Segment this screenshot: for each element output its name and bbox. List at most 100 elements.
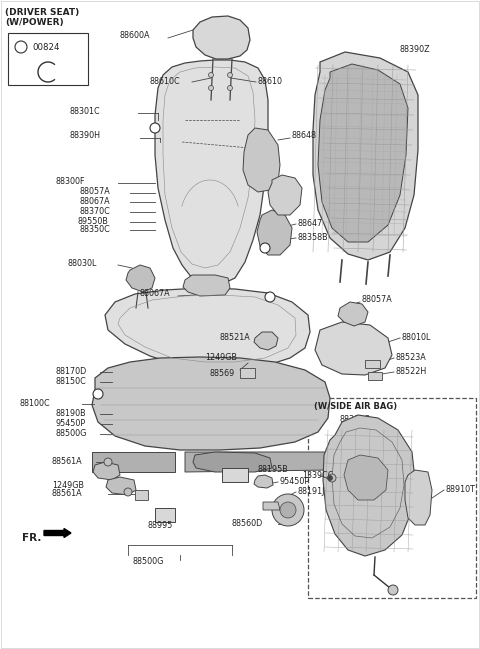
Text: 88190B: 88190B bbox=[55, 408, 85, 417]
Circle shape bbox=[208, 86, 214, 90]
Polygon shape bbox=[193, 16, 250, 59]
FancyArrow shape bbox=[44, 528, 71, 537]
Text: 88195B: 88195B bbox=[258, 465, 289, 474]
Circle shape bbox=[150, 123, 160, 133]
Text: (W/POWER): (W/POWER) bbox=[5, 18, 64, 27]
Circle shape bbox=[327, 476, 333, 480]
Text: a: a bbox=[263, 245, 267, 251]
Text: 88522H: 88522H bbox=[396, 367, 427, 376]
Text: FR.: FR. bbox=[22, 533, 41, 543]
Polygon shape bbox=[323, 415, 415, 556]
Text: 88350C: 88350C bbox=[80, 225, 111, 234]
Text: 88301C: 88301C bbox=[340, 415, 371, 424]
Text: a: a bbox=[18, 42, 24, 51]
Polygon shape bbox=[193, 452, 272, 472]
Text: a: a bbox=[267, 294, 273, 300]
Circle shape bbox=[228, 86, 232, 90]
Text: 88569: 88569 bbox=[210, 369, 235, 378]
Bar bbox=[308, 398, 476, 598]
Polygon shape bbox=[93, 462, 120, 480]
Text: 88561A: 88561A bbox=[52, 489, 83, 498]
Polygon shape bbox=[365, 360, 380, 368]
Bar bbox=[8, 33, 88, 85]
Polygon shape bbox=[183, 275, 230, 296]
Circle shape bbox=[104, 458, 112, 466]
Text: 88010L: 88010L bbox=[402, 332, 432, 341]
Circle shape bbox=[272, 494, 304, 526]
Text: 1249GB: 1249GB bbox=[205, 354, 237, 363]
Text: 88370C: 88370C bbox=[80, 206, 111, 215]
Text: 88170D: 88170D bbox=[55, 367, 86, 376]
Text: 88610: 88610 bbox=[257, 77, 282, 86]
Text: 1249GB: 1249GB bbox=[52, 482, 84, 491]
Circle shape bbox=[208, 73, 214, 77]
Polygon shape bbox=[240, 368, 255, 378]
Polygon shape bbox=[105, 288, 310, 368]
Circle shape bbox=[228, 73, 232, 77]
Polygon shape bbox=[405, 470, 432, 525]
Polygon shape bbox=[263, 502, 280, 510]
Text: a: a bbox=[96, 391, 100, 397]
Text: 88560D: 88560D bbox=[232, 519, 263, 528]
Polygon shape bbox=[155, 508, 175, 522]
Text: 88648: 88648 bbox=[292, 132, 317, 140]
Polygon shape bbox=[344, 455, 388, 500]
Text: 88995: 88995 bbox=[148, 522, 173, 530]
Polygon shape bbox=[254, 332, 278, 350]
Text: 88521A: 88521A bbox=[220, 334, 251, 343]
Text: 88647: 88647 bbox=[298, 219, 323, 228]
Circle shape bbox=[328, 474, 336, 482]
Text: 88057A: 88057A bbox=[362, 295, 393, 304]
Polygon shape bbox=[106, 477, 136, 495]
Text: 95450P: 95450P bbox=[280, 476, 310, 485]
Text: 88600A: 88600A bbox=[120, 32, 151, 40]
Text: 88301C: 88301C bbox=[70, 106, 101, 116]
Text: 88067A: 88067A bbox=[140, 289, 170, 297]
Text: a: a bbox=[153, 125, 157, 131]
Text: 88390Z: 88390Z bbox=[400, 45, 431, 55]
Text: 88300F: 88300F bbox=[55, 177, 84, 186]
Polygon shape bbox=[254, 475, 273, 488]
Text: 88067A: 88067A bbox=[80, 197, 110, 206]
Text: 88500G: 88500G bbox=[132, 557, 164, 567]
Circle shape bbox=[93, 389, 103, 399]
Text: 88150C: 88150C bbox=[55, 376, 86, 386]
Polygon shape bbox=[135, 490, 148, 500]
Polygon shape bbox=[92, 452, 175, 472]
Polygon shape bbox=[318, 64, 408, 242]
Polygon shape bbox=[315, 322, 392, 375]
Polygon shape bbox=[257, 210, 292, 255]
Polygon shape bbox=[185, 452, 330, 472]
Circle shape bbox=[280, 502, 296, 518]
Text: 88561A: 88561A bbox=[52, 458, 83, 467]
Text: 88390H: 88390H bbox=[70, 132, 101, 140]
Polygon shape bbox=[338, 302, 368, 326]
Polygon shape bbox=[268, 175, 302, 215]
Polygon shape bbox=[126, 265, 155, 292]
Text: 88500G: 88500G bbox=[55, 428, 86, 437]
Text: 1339CC: 1339CC bbox=[302, 471, 334, 480]
Circle shape bbox=[15, 41, 27, 53]
Polygon shape bbox=[368, 372, 382, 380]
Text: 88910T: 88910T bbox=[446, 485, 476, 493]
Text: 88358B: 88358B bbox=[298, 232, 329, 241]
Circle shape bbox=[388, 585, 398, 595]
Circle shape bbox=[260, 243, 270, 253]
Text: 88523A: 88523A bbox=[396, 352, 427, 361]
Text: 88030L: 88030L bbox=[68, 260, 97, 269]
Text: 88100C: 88100C bbox=[20, 398, 50, 408]
Polygon shape bbox=[92, 357, 330, 450]
Text: 89550B: 89550B bbox=[78, 217, 109, 225]
Polygon shape bbox=[243, 128, 280, 192]
Text: (DRIVER SEAT): (DRIVER SEAT) bbox=[5, 8, 79, 16]
Circle shape bbox=[124, 488, 132, 496]
Text: 00824: 00824 bbox=[32, 42, 60, 51]
Circle shape bbox=[265, 292, 275, 302]
Polygon shape bbox=[222, 468, 248, 482]
Polygon shape bbox=[313, 52, 418, 260]
Text: (W/SIDE AIR BAG): (W/SIDE AIR BAG) bbox=[314, 402, 397, 411]
Text: 88610C: 88610C bbox=[150, 77, 180, 86]
Text: 88191J: 88191J bbox=[298, 487, 325, 495]
Text: 88057A: 88057A bbox=[80, 188, 111, 197]
Polygon shape bbox=[155, 60, 268, 285]
